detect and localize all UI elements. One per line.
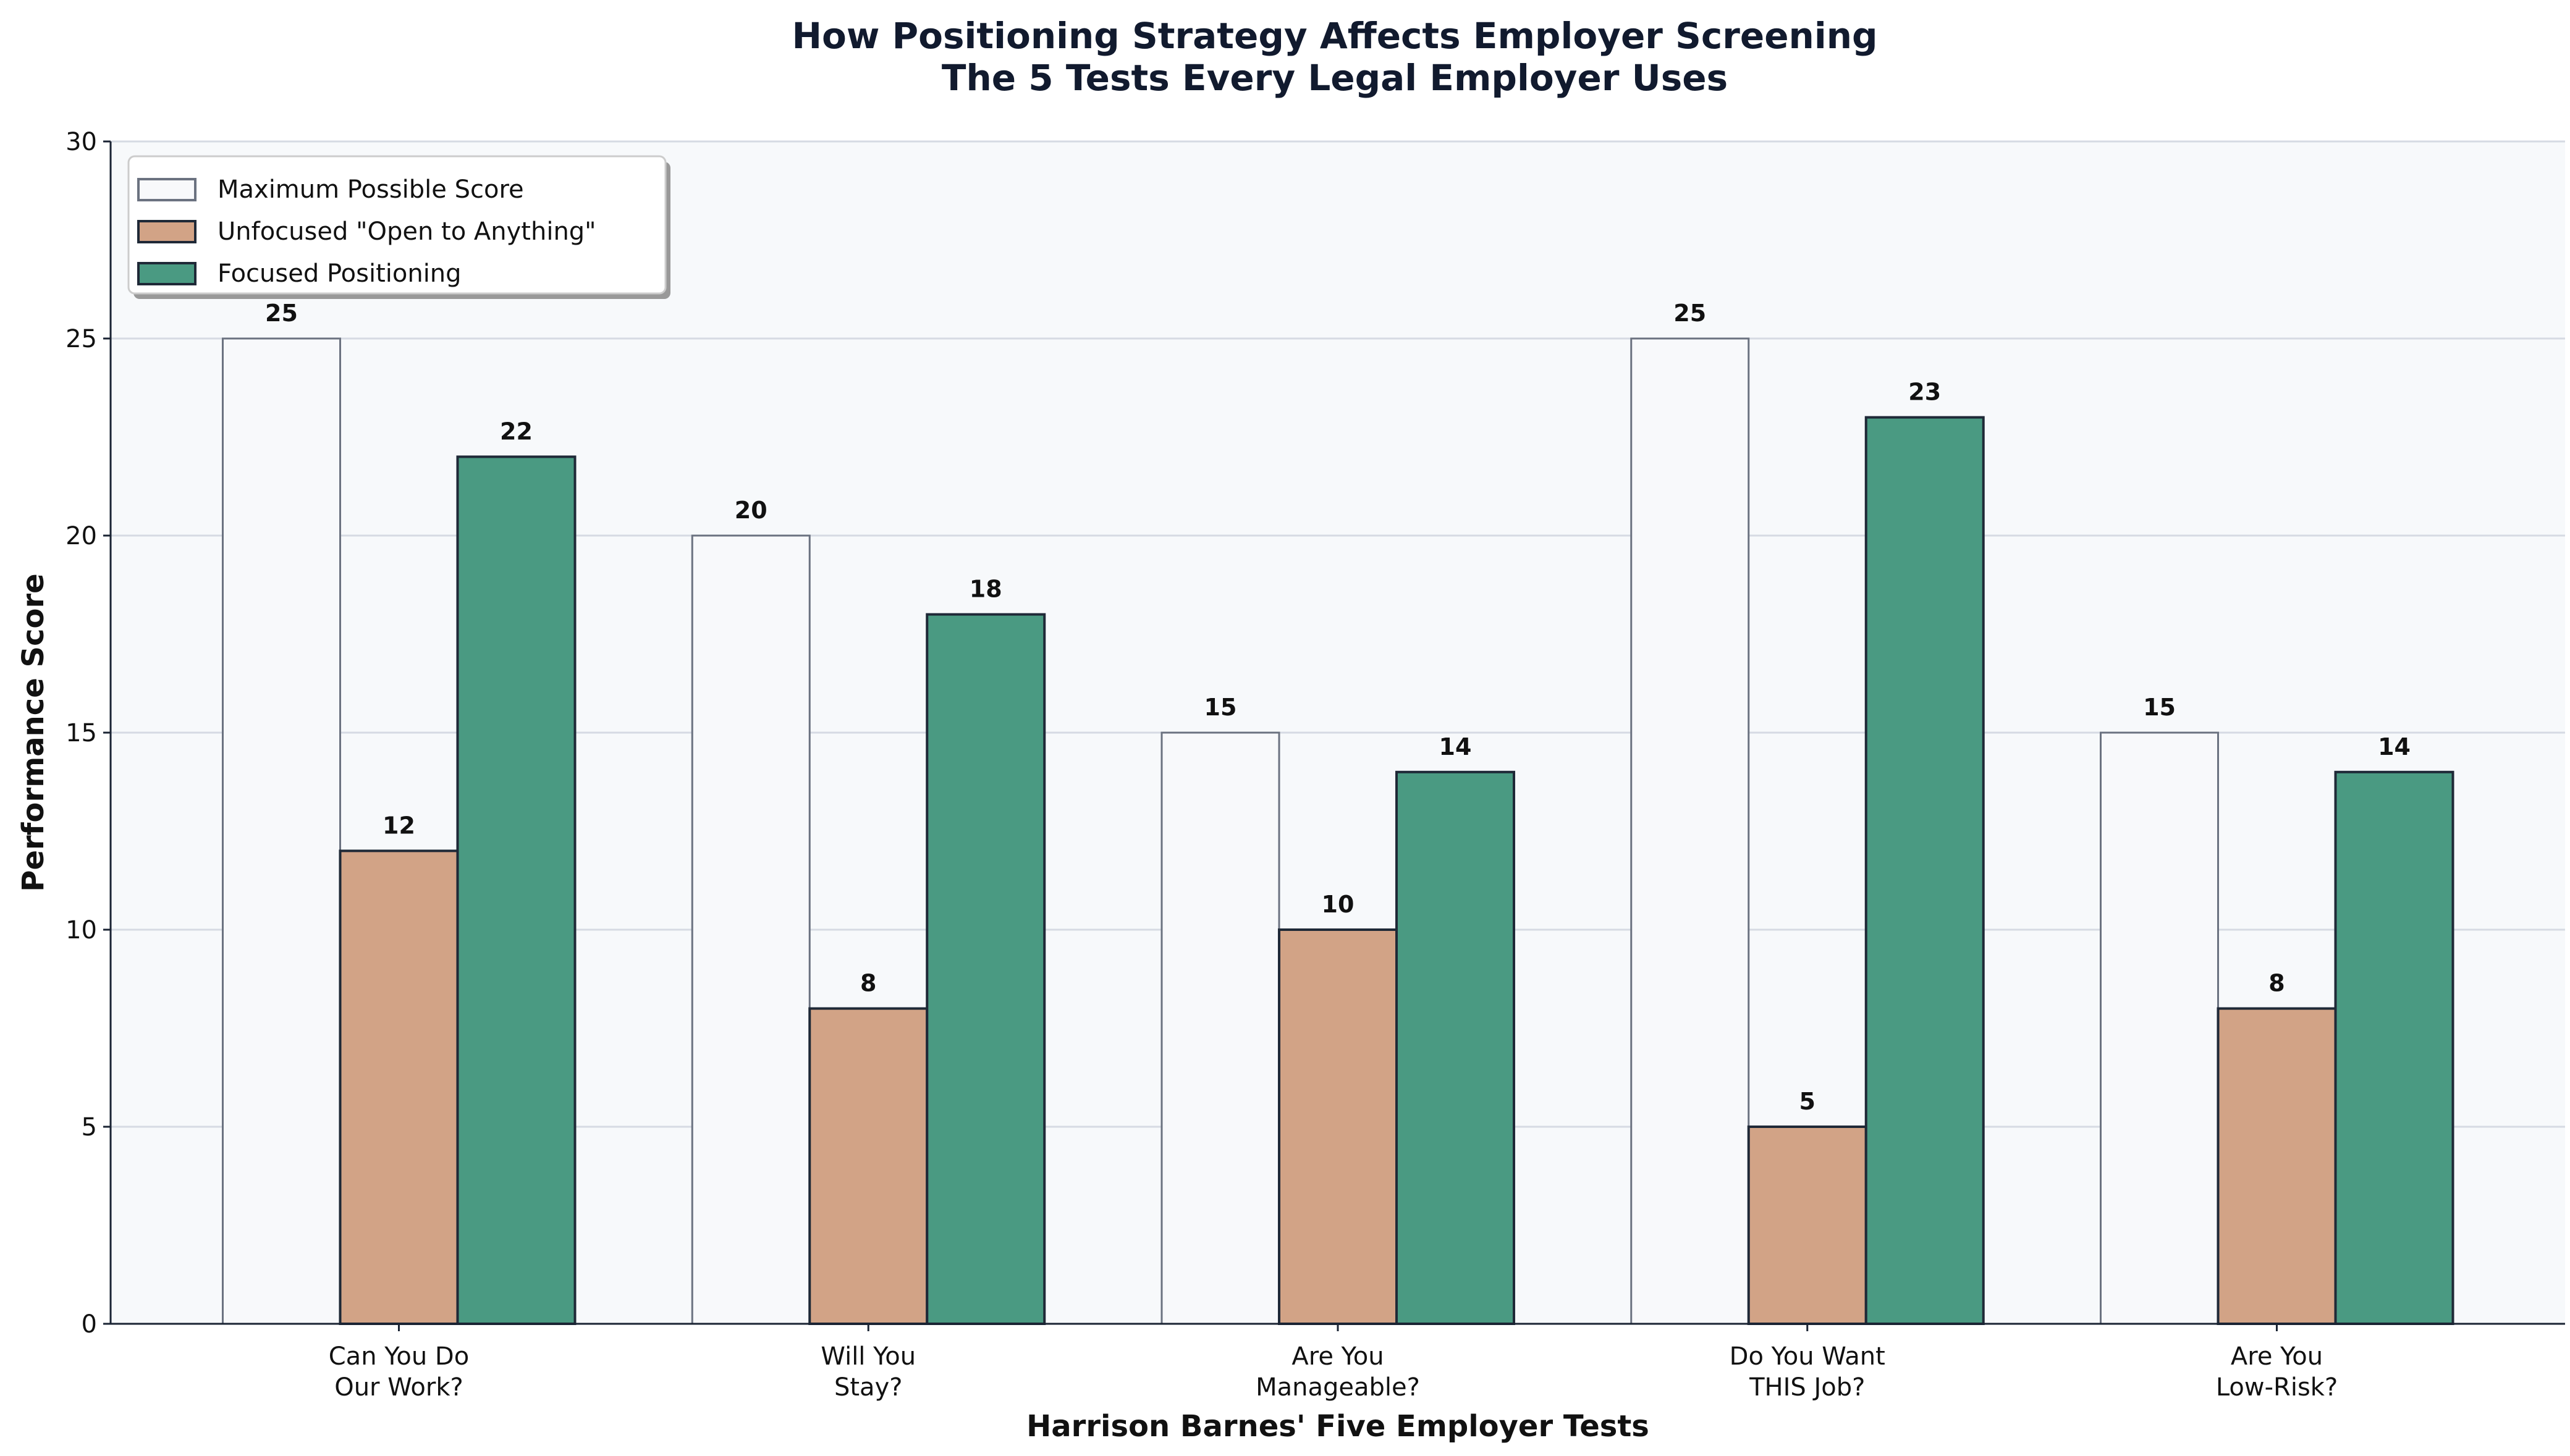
- x-axis-label: Harrison Barnes' Five Employer Tests: [1026, 1409, 1649, 1444]
- bar-max: [691, 534, 811, 1325]
- data-label: 15: [1204, 694, 1237, 721]
- data-label: 12: [383, 812, 415, 839]
- data-label: 8: [2268, 970, 2285, 997]
- data-label: 23: [1908, 379, 1941, 406]
- bar-unfocused: [1747, 1126, 1867, 1325]
- legend: Maximum Possible Score Unfocused "Open to…: [127, 155, 670, 299]
- legend-label: Focused Positioning: [218, 259, 462, 288]
- legend-label: Unfocused "Open to Anything": [218, 217, 596, 246]
- x-tick-label: Low-Risk?: [2216, 1373, 2338, 1402]
- bar-focused: [456, 455, 577, 1325]
- data-label: 15: [2143, 694, 2176, 721]
- y-tick-label: 0: [82, 1310, 97, 1339]
- data-label: 5: [1799, 1088, 1815, 1115]
- data-label: 20: [735, 497, 767, 524]
- x-tick-label: THIS Job?: [1749, 1373, 1865, 1402]
- x-tick-label: Stay?: [834, 1373, 903, 1402]
- bar-focused: [1395, 770, 1515, 1326]
- x-tick-label: Can You Do: [329, 1342, 469, 1371]
- legend-swatch: [137, 220, 197, 243]
- x-tick-label: Do You Want: [1730, 1342, 1885, 1371]
- y-tick-label: 5: [82, 1113, 97, 1142]
- legend-swatch: [137, 178, 197, 201]
- bar-max: [2100, 731, 2220, 1325]
- bar-unfocused: [2217, 1007, 2337, 1325]
- bar-focused: [926, 613, 1046, 1325]
- bar-max: [1630, 337, 1750, 1325]
- chart-subtitle: The 5 Tests Every Legal Employer Uses: [942, 57, 1728, 99]
- bar-focused: [1864, 416, 1985, 1325]
- data-label: 10: [1322, 891, 1355, 918]
- y-tick-label: 10: [66, 916, 97, 945]
- data-label: 18: [970, 576, 1002, 603]
- data-label: 14: [2378, 733, 2411, 760]
- data-label: 8: [860, 970, 876, 997]
- bar-unfocused: [1278, 928, 1398, 1325]
- data-label: 25: [265, 300, 298, 327]
- bar-focused: [2334, 770, 2454, 1326]
- x-tick-label: Manageable?: [1256, 1373, 1420, 1402]
- y-tick-label: 15: [66, 719, 97, 747]
- bar-max: [221, 337, 341, 1325]
- legend-box: [127, 155, 667, 295]
- x-tick-label: Are You: [2231, 1342, 2323, 1371]
- data-label: 22: [500, 418, 533, 445]
- legend-label: Maximum Possible Score: [218, 175, 524, 204]
- legend-swatch: [137, 262, 197, 285]
- chart-title: How Positioning Strategy Affects Employe…: [792, 15, 1877, 57]
- bar-unfocused: [339, 849, 459, 1325]
- data-label: 25: [1673, 300, 1706, 327]
- bar-unfocused: [808, 1007, 929, 1325]
- y-tick-label: 20: [66, 522, 97, 550]
- x-tick-label: Our Work?: [334, 1373, 463, 1402]
- data-label: 14: [1439, 733, 1472, 760]
- x-tick-label: Are You: [1291, 1342, 1384, 1371]
- y-tick-label: 30: [66, 128, 97, 156]
- x-tick-label: Will You: [821, 1342, 916, 1371]
- y-tick-label: 25: [66, 325, 97, 353]
- y-axis-label: Performance Score: [16, 573, 51, 891]
- bar-max: [1160, 731, 1280, 1325]
